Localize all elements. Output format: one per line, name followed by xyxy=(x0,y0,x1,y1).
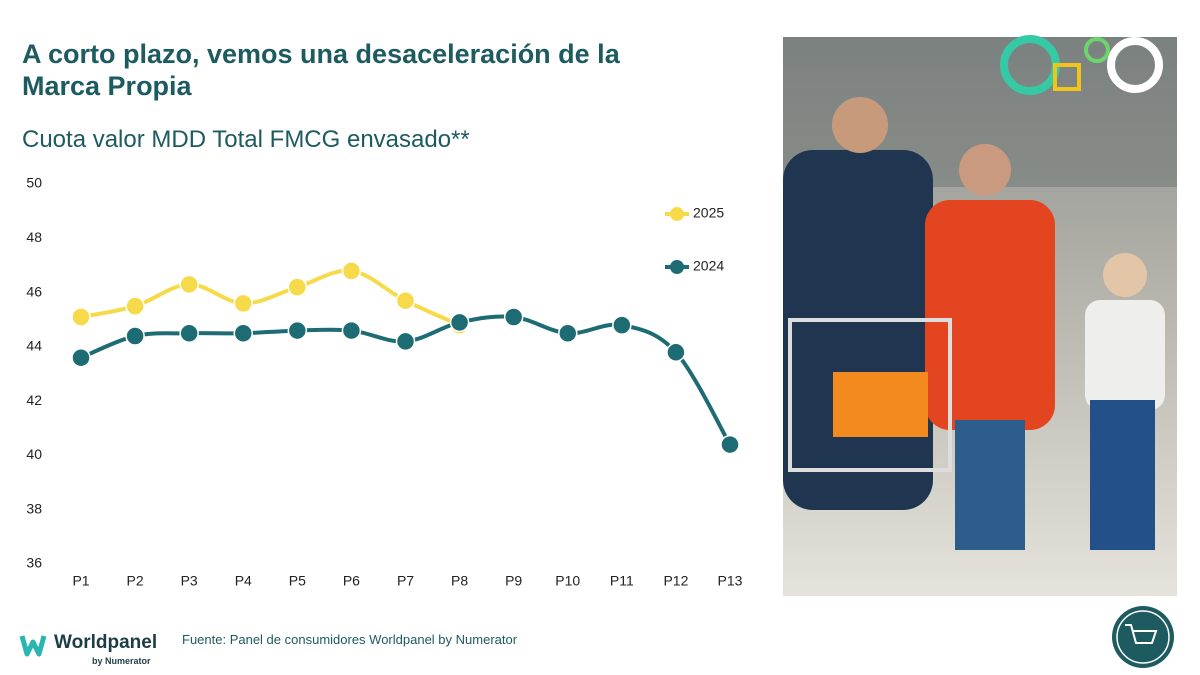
data-point xyxy=(341,261,362,281)
logo-mark xyxy=(19,635,47,657)
data-point xyxy=(720,434,740,455)
y-tick-label: 44 xyxy=(26,338,42,354)
logo: Worldpanel by Numerator xyxy=(20,632,158,666)
x-tick-label: P1 xyxy=(72,573,89,589)
x-tick-label: P13 xyxy=(718,573,743,589)
y-tick-label: 36 xyxy=(26,555,42,571)
data-point xyxy=(666,342,686,363)
x-tick-label: P3 xyxy=(181,573,198,589)
y-tick-label: 42 xyxy=(26,392,42,408)
y-tick-label: 50 xyxy=(26,175,42,191)
data-point xyxy=(71,307,91,327)
x-tick-label: P9 xyxy=(505,573,522,589)
data-point xyxy=(125,296,145,316)
x-tick-label: P12 xyxy=(663,573,688,589)
y-tick-label: 38 xyxy=(26,500,42,516)
y-tick-label: 48 xyxy=(26,229,42,245)
logo-subtext: by Numerator xyxy=(92,656,151,666)
legend-entry: 2024 xyxy=(665,258,724,274)
x-tick-label: P8 xyxy=(451,573,468,589)
data-point xyxy=(612,315,632,335)
cart-button[interactable] xyxy=(1112,606,1174,668)
legend-label: 2024 xyxy=(693,258,724,274)
legend-entry: 2025 xyxy=(665,205,724,221)
x-tick-label: P10 xyxy=(555,573,580,589)
data-point xyxy=(287,320,308,341)
y-tick-label: 40 xyxy=(26,446,42,462)
data-point xyxy=(71,347,91,368)
data-point xyxy=(125,326,145,346)
data-point xyxy=(395,290,416,311)
chart-title: A corto plazo, vemos una desaceleración … xyxy=(22,39,620,102)
source-note: Fuente: Panel de consumidores Worldpanel… xyxy=(182,632,518,647)
x-tick-label: P4 xyxy=(235,573,252,589)
data-point xyxy=(503,307,524,327)
legend-label: 2025 xyxy=(693,205,724,221)
x-tick-label: P5 xyxy=(289,573,306,589)
data-point xyxy=(179,274,199,295)
data-point xyxy=(233,323,253,344)
x-tick-label: P11 xyxy=(610,573,634,589)
data-point xyxy=(341,320,362,341)
series xyxy=(71,261,470,335)
y-tick-label: 46 xyxy=(26,283,42,299)
data-point xyxy=(449,312,470,333)
x-tick-label: P6 xyxy=(343,573,360,589)
x-tick-label: P2 xyxy=(127,573,144,589)
data-point xyxy=(179,323,199,344)
data-point xyxy=(558,323,578,344)
chart-subtitle: Cuota valor MDD Total FMCG envasado** xyxy=(22,126,470,153)
series xyxy=(71,307,740,455)
data-point xyxy=(233,293,253,314)
legend-marker xyxy=(670,207,684,221)
data-point xyxy=(395,331,416,352)
photo xyxy=(783,35,1177,596)
logo-text: Worldpanel xyxy=(54,632,158,653)
x-tick-label: P7 xyxy=(397,573,414,589)
legend-marker xyxy=(670,260,684,274)
data-point xyxy=(287,277,308,297)
